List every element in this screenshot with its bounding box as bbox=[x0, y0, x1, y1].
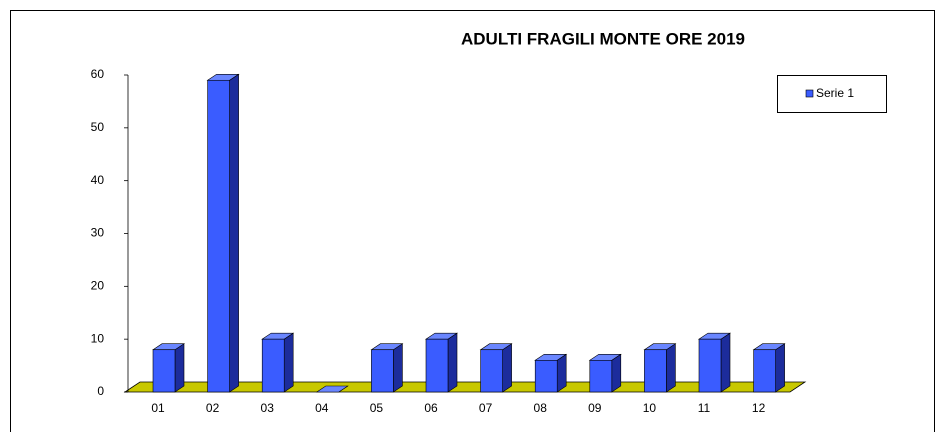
bar bbox=[644, 349, 667, 393]
bar-side bbox=[775, 343, 785, 393]
legend-box bbox=[777, 75, 887, 113]
bar-side bbox=[229, 73, 239, 393]
floor bbox=[123, 381, 807, 393]
bar bbox=[753, 349, 776, 393]
chart-border bbox=[10, 10, 935, 437]
bar bbox=[261, 338, 285, 393]
x-tick-label: 02 bbox=[206, 401, 220, 415]
x-tick-label: 10 bbox=[643, 401, 657, 415]
bar bbox=[534, 359, 558, 393]
bar-top bbox=[315, 385, 349, 393]
bar-side bbox=[556, 353, 567, 393]
bar-side bbox=[720, 332, 731, 393]
y-tick-label: 10 bbox=[91, 331, 105, 345]
y-tick-label: 30 bbox=[91, 226, 105, 240]
bar bbox=[371, 349, 394, 393]
x-tick-label: 11 bbox=[698, 401, 711, 415]
x-tick-label: 09 bbox=[588, 401, 602, 415]
bar-side bbox=[611, 353, 622, 393]
x-tick-label: 03 bbox=[261, 401, 275, 415]
chart-title: ADULTI FRAGILI MONTE ORE 2019 bbox=[461, 29, 745, 48]
x-tick-label: 08 bbox=[534, 401, 548, 415]
x-tick-label: 12 bbox=[752, 401, 766, 415]
bar-side bbox=[447, 332, 458, 393]
y-tick-label: 20 bbox=[91, 279, 105, 293]
x-tick-label: 01 bbox=[151, 401, 165, 415]
bar-side bbox=[283, 332, 294, 393]
bar bbox=[480, 349, 503, 393]
x-tick-label: 07 bbox=[479, 401, 493, 415]
legend-label: Serie 1 bbox=[816, 86, 854, 100]
bar-side bbox=[174, 343, 185, 393]
legend-swatch bbox=[805, 89, 814, 98]
y-tick-label: 50 bbox=[91, 120, 105, 134]
bar bbox=[425, 338, 449, 393]
x-tick-label: 04 bbox=[315, 401, 329, 415]
bar bbox=[152, 349, 176, 393]
y-tick-label: 40 bbox=[91, 173, 105, 187]
x-tick-label: 05 bbox=[370, 401, 384, 415]
bar-side bbox=[666, 343, 676, 393]
bar bbox=[698, 338, 722, 393]
bar-side bbox=[502, 343, 512, 393]
y-tick-label: 0 bbox=[97, 384, 104, 398]
x-tick-label: 06 bbox=[424, 401, 438, 415]
bar bbox=[207, 79, 230, 393]
y-tick-label: 60 bbox=[91, 67, 105, 81]
bar bbox=[589, 359, 613, 393]
bar-side bbox=[393, 343, 403, 393]
